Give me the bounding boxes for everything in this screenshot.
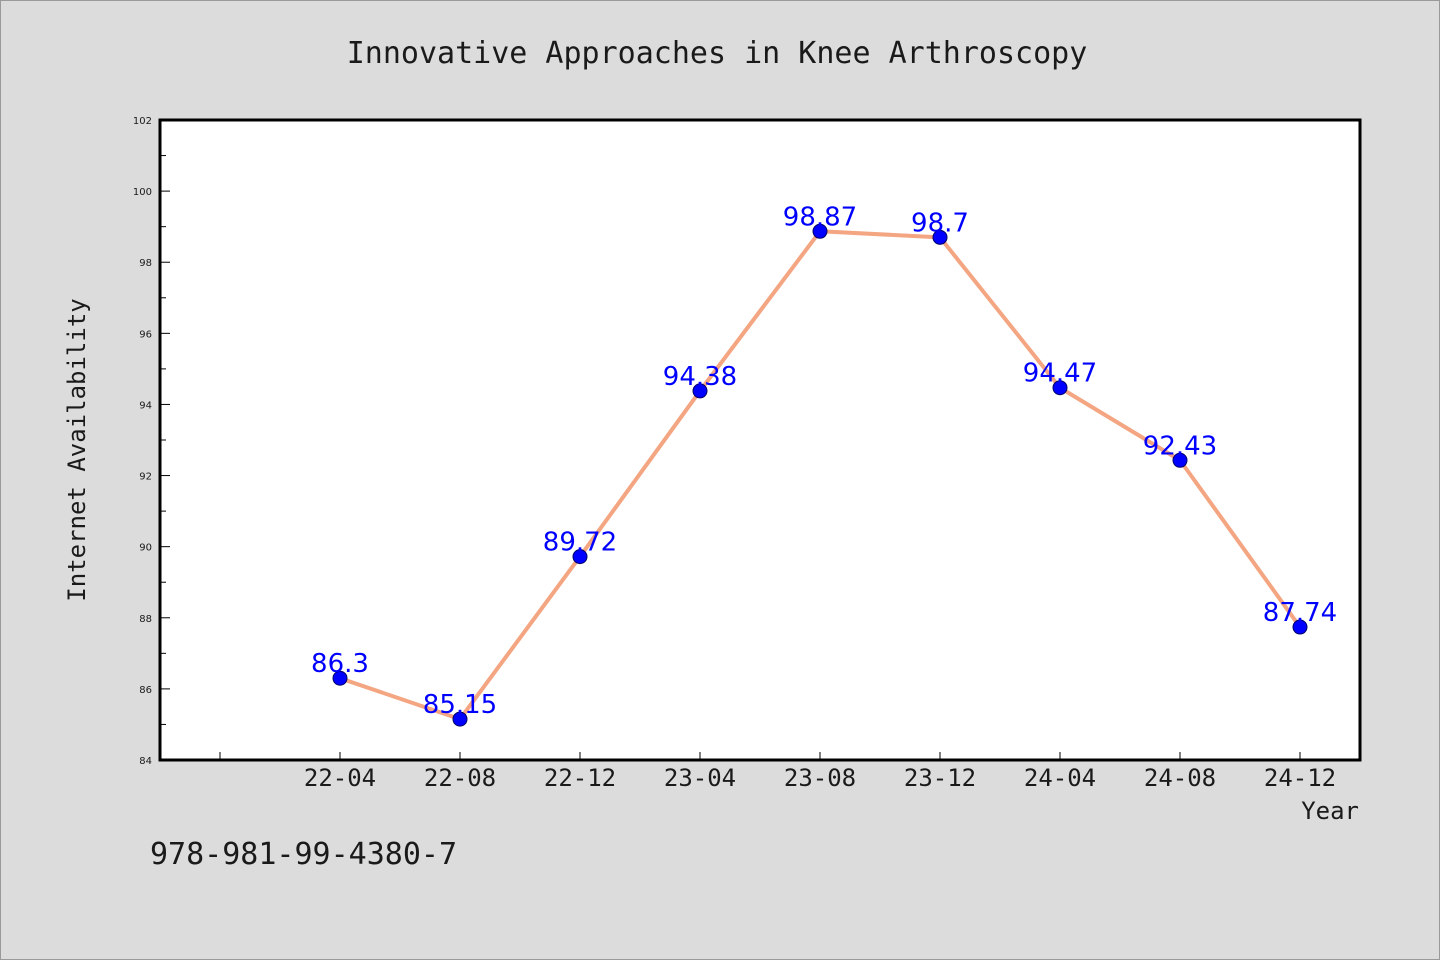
data-point (332, 670, 348, 686)
data-label: 92.43 (1143, 431, 1217, 461)
data-label: 89.72 (543, 528, 617, 558)
x-tick-label: 23-08 (784, 764, 856, 792)
y-tick-label: 88 (139, 614, 152, 625)
isbn-footnote: 978-981-99-4380-7 (150, 837, 457, 872)
data-label: 98.87 (783, 202, 857, 232)
plot-area (160, 120, 1360, 760)
x-tick-label: 24-08 (1144, 764, 1216, 792)
plot-border (158, 118, 1362, 762)
y-tick-label: 102 (133, 116, 152, 127)
y-tick-label: 84 (139, 756, 152, 767)
y-tick-label: 100 (133, 187, 152, 198)
data-label: 94.38 (663, 362, 737, 392)
data-point (1172, 452, 1188, 468)
y-tick-label: 98 (139, 258, 152, 269)
data-label: 85.15 (423, 690, 497, 720)
data-point (572, 549, 588, 565)
y-axis-label: Internet Availability (63, 298, 91, 601)
y-tick-label: 92 (139, 472, 152, 483)
x-axis-label: Year (1301, 797, 1359, 825)
data-point (692, 383, 708, 399)
x-tick-label: 22-08 (424, 764, 496, 792)
data-point (932, 229, 948, 245)
data-label: 87.74 (1263, 598, 1337, 628)
data-point (1292, 619, 1308, 635)
y-tick-label: 86 (139, 685, 152, 696)
data-label: 86.3 (311, 649, 369, 679)
y-tick-label: 96 (139, 329, 152, 340)
chart-title: Innovative Approaches in Knee Arthroscop… (347, 36, 1088, 71)
x-axis: 22-04 22-08 22-12 23-04 23-08 23-12 24-04 24-08… (219, 752, 1336, 792)
data-point (452, 711, 468, 727)
data-label: 94.47 (1023, 359, 1097, 389)
y-tick-label: 94 (139, 400, 152, 411)
data-point (1052, 380, 1068, 396)
data-label: 98.7 (911, 208, 969, 238)
x-tick-label: 24-04 (1024, 764, 1096, 792)
x-tick-label: 23-12 (904, 764, 976, 792)
series-group: 86.3 85.15 89.72 94.38 98.87 98.7 94.47 92.43 87… (311, 202, 1337, 727)
x-tick-label: 23-04 (664, 764, 736, 792)
x-tick-label: 22-04 (304, 764, 376, 792)
y-tick-label: 90 (139, 543, 152, 554)
data-point (812, 223, 828, 239)
x-tick-label: 22-12 (544, 764, 616, 792)
x-tick-label: 24-12 (1264, 764, 1336, 792)
